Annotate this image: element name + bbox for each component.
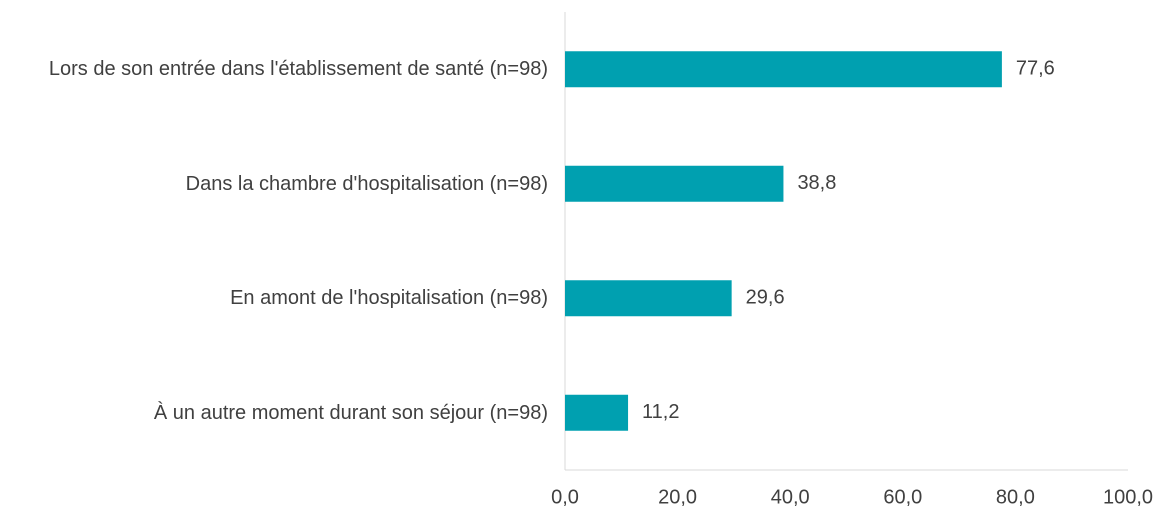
x-tick-label: 60,0 [883,486,922,508]
y-tick-label: En amont de l'hospitalisation (n=98) [230,287,548,310]
data-label: 77,6 [1016,58,1055,80]
bar [565,51,1002,88]
data-label: 11,2 [642,401,679,423]
bar [565,165,784,202]
x-tick-label: 100,0 [1103,486,1153,508]
data-label: 38,8 [797,172,836,194]
bar [565,394,629,431]
data-label: 29,6 [746,287,785,309]
x-tick-label: 80,0 [996,486,1035,508]
bar [565,280,732,317]
x-tick-label: 20,0 [658,486,697,508]
y-tick-label: Dans la chambre d'hospitalisation (n=98) [185,172,548,195]
x-tick-label: 40,0 [771,486,810,508]
y-tick-label: Lors de son entrée dans l'établissement … [48,58,548,81]
y-tick-label: À un autre moment durant son séjour (n=9… [153,401,548,424]
x-tick-label: 0,0 [551,486,579,508]
